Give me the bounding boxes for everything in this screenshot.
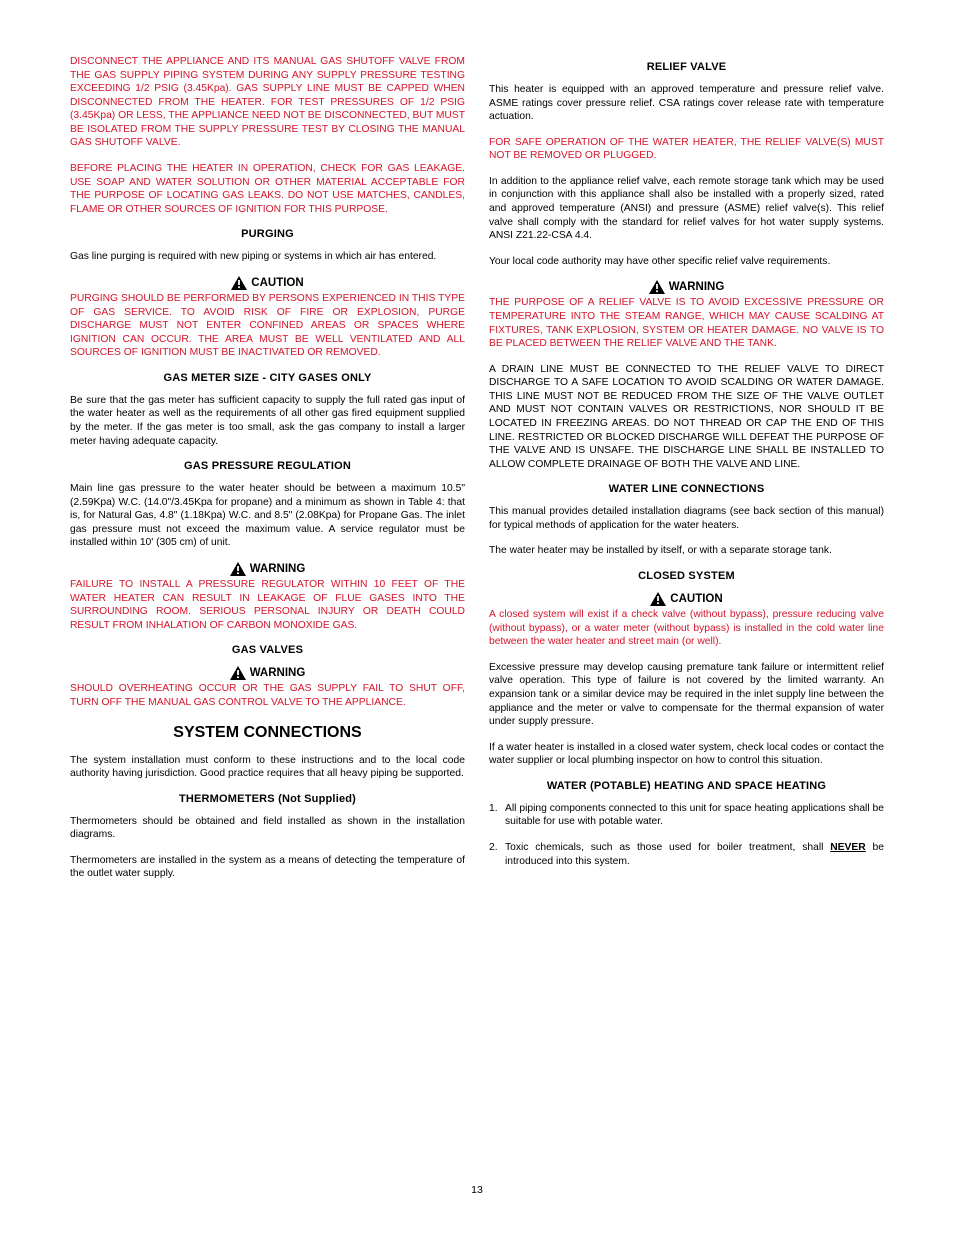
numbered-list: 1.All piping components connected to thi… (489, 802, 884, 868)
section-heading-gas-pressure: GAS PRESSURE REGULATION (70, 460, 465, 472)
warning-triangle-icon (230, 666, 246, 680)
body-paragraph: If a water heater is installed in a clos… (489, 741, 884, 768)
warning-heading: WARNING (489, 280, 884, 294)
caution-heading: CAUTION (70, 276, 465, 290)
body-paragraph: FOR SAFE OPERATION OF THE WATER HEATER, … (489, 136, 884, 163)
body-paragraph: Be sure that the gas meter has sufficien… (70, 394, 465, 448)
section-heading-water-line: WATER LINE CONNECTIONS (489, 483, 884, 495)
section-heading-relief-valve: RELIEF VALVE (489, 61, 884, 73)
warning-heading: WARNING (70, 666, 465, 680)
body-paragraph: FAILURE TO INSTALL A PRESSURE REGULATOR … (70, 578, 465, 632)
alert-label: CAUTION (251, 277, 303, 289)
list-item: 2.Toxic chemicals, such as those used fo… (489, 841, 884, 868)
document-columns: DISCONNECT THE APPLIANCE AND ITS MANUAL … (70, 55, 884, 1180)
body-paragraph: DISCONNECT THE APPLIANCE AND ITS MANUAL … (70, 55, 465, 150)
list-item-text: All piping components connected to this … (505, 803, 884, 828)
body-paragraph: SHOULD OVERHEATING OCCUR OR THE GAS SUPP… (70, 682, 465, 709)
alert-label: WARNING (250, 667, 306, 679)
section-heading-purging: PURGING (70, 228, 465, 240)
alert-label: CAUTION (670, 593, 722, 605)
body-paragraph: PURGING SHOULD BE PERFORMED BY PERSONS E… (70, 292, 465, 360)
body-paragraph: In addition to the appliance relief valv… (489, 175, 884, 243)
section-heading-gas-valves: GAS VALVES (70, 644, 465, 656)
body-paragraph: The water heater may be installed by its… (489, 544, 884, 558)
warning-triangle-icon (230, 562, 246, 576)
body-paragraph: Thermometers are installed in the system… (70, 854, 465, 881)
body-paragraph: Gas line purging is required with new pi… (70, 250, 465, 264)
body-paragraph: A closed system will exist if a check va… (489, 608, 884, 649)
page-number: 13 (70, 1184, 884, 1196)
warning-heading: WARNING (70, 562, 465, 576)
body-paragraph: THE PURPOSE OF A RELIEF VALVE IS TO AVOI… (489, 296, 884, 350)
section-heading-closed-system: CLOSED SYSTEM (489, 570, 884, 582)
warning-triangle-icon (649, 280, 665, 294)
section-heading-gas-meter: GAS METER SIZE - CITY GASES ONLY (70, 372, 465, 384)
body-paragraph: The system installation must conform to … (70, 754, 465, 781)
warning-triangle-icon (231, 276, 247, 290)
body-paragraph: This manual provides detailed installati… (489, 505, 884, 532)
warning-triangle-icon (650, 592, 666, 606)
body-paragraph: This heater is equipped with an approved… (489, 83, 884, 124)
body-paragraph: BEFORE PLACING THE HEATER IN OPERATION, … (70, 162, 465, 216)
list-item: 1.All piping components connected to thi… (489, 802, 884, 829)
alert-label: WARNING (669, 281, 725, 293)
body-paragraph: A DRAIN LINE MUST BE CONNECTED TO THE RE… (489, 363, 884, 472)
section-heading-water-potable: WATER (POTABLE) HEATING AND SPACE HEATIN… (489, 780, 884, 792)
section-heading-thermometers: THERMOMETERS (Not Supplied) (70, 793, 465, 805)
emphasis-never: NEVER (830, 842, 865, 853)
body-paragraph: Excessive pressure may develop causing p… (489, 661, 884, 729)
body-paragraph: Main line gas pressure to the water heat… (70, 482, 465, 550)
body-paragraph: Your local code authority may have other… (489, 255, 884, 269)
body-paragraph: Thermometers should be obtained and fiel… (70, 815, 465, 842)
major-heading-system-connections: SYSTEM CONNECTIONS (70, 724, 465, 742)
list-item-text: Toxic chemicals, such as those used for … (505, 842, 830, 853)
alert-label: WARNING (250, 563, 306, 575)
caution-heading: CAUTION (489, 592, 884, 606)
